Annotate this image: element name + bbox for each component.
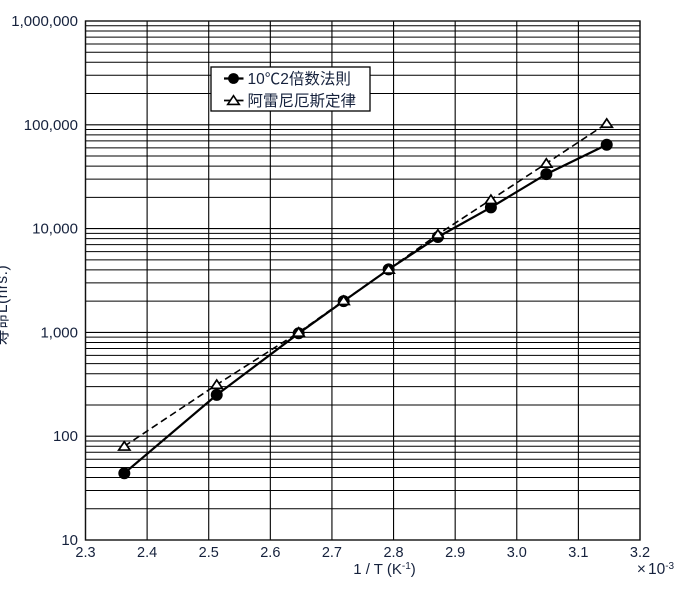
svg-text:2.7: 2.7 [322,545,342,561]
svg-text:1,000: 1,000 [40,324,78,341]
svg-text:2.4: 2.4 [137,545,157,561]
svg-text:2.9: 2.9 [445,545,465,561]
svg-text:2.5: 2.5 [199,545,219,561]
svg-text:100: 100 [53,428,78,445]
svg-text:10,000: 10,000 [32,221,78,238]
svg-text:阿雷尼厄斯定律: 阿雷尼厄斯定律 [248,92,357,110]
svg-text:1,000,000: 1,000,000 [11,13,78,30]
svg-text:3.2: 3.2 [630,545,650,561]
svg-text:100,000: 100,000 [24,117,78,134]
svg-text:2.8: 2.8 [383,545,403,561]
svg-text:10℃2倍数法則: 10℃2倍数法則 [248,70,351,88]
svg-text:2.6: 2.6 [260,545,280,561]
svg-text:3.1: 3.1 [568,545,588,561]
svg-text:3.0: 3.0 [507,545,527,561]
svg-text:2.3: 2.3 [75,545,95,561]
